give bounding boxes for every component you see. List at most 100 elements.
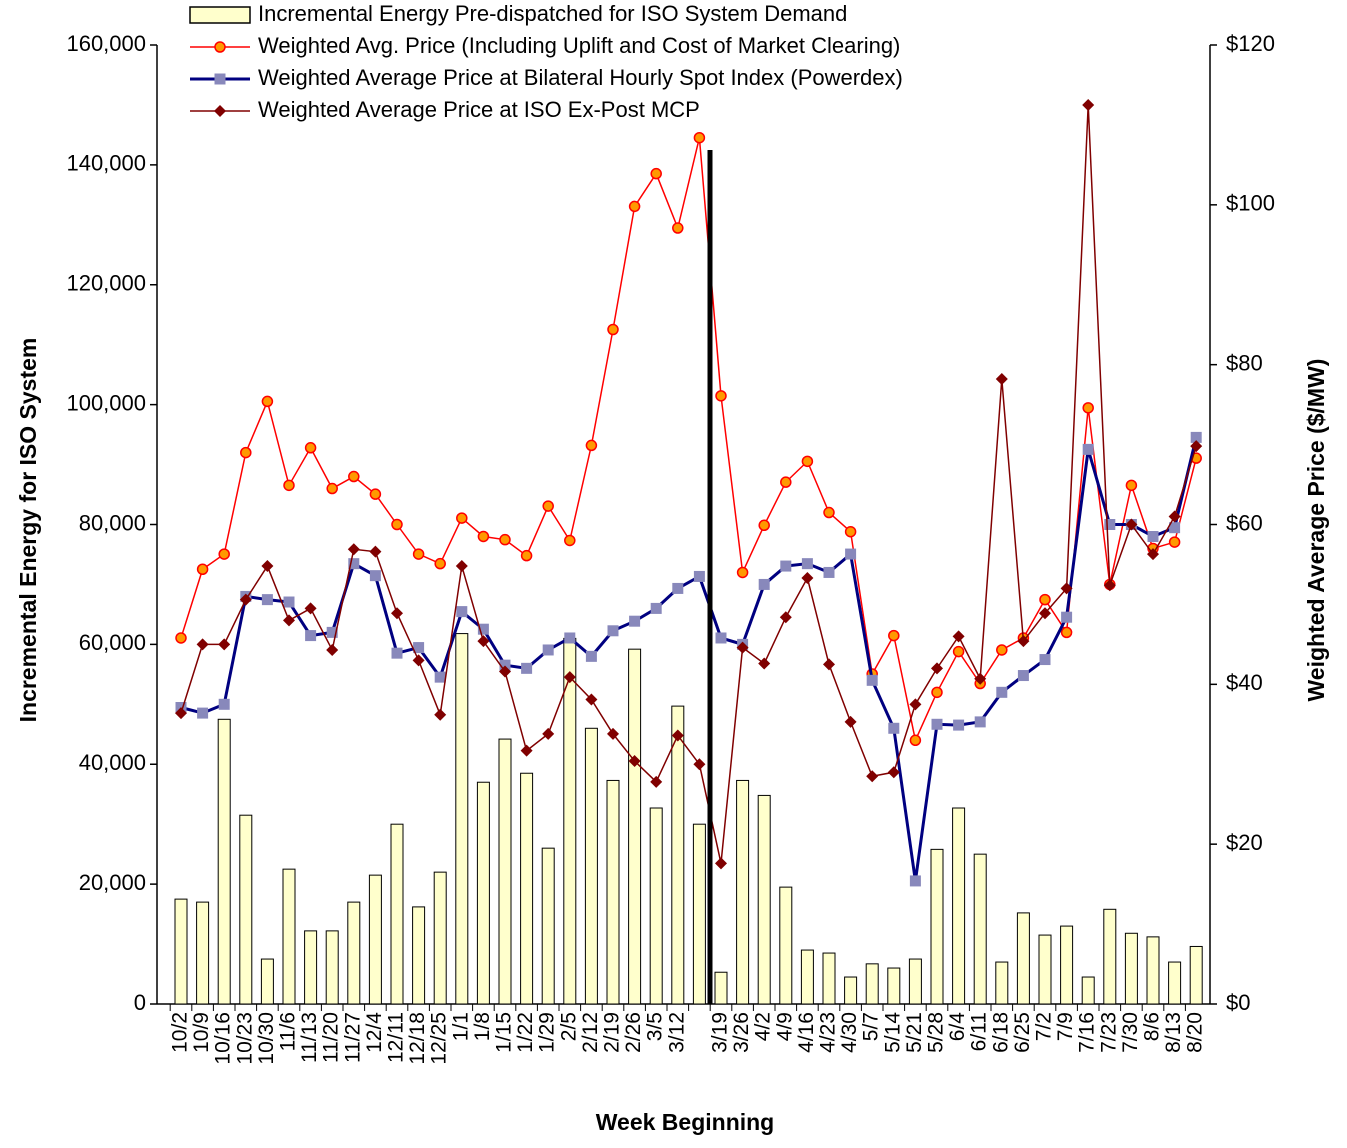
marker [563,671,576,684]
marker [261,395,274,408]
marker [1147,548,1159,561]
bar [563,637,577,1005]
x-tick-label: 1/29 [536,1012,559,1053]
x-tick-label: 8/13 [1162,1012,1185,1053]
marker [455,560,468,573]
marker [845,548,857,560]
marker [585,650,597,662]
x-tick-label: 5/28 [925,1012,948,1053]
x-tick-label: 10/30 [255,1012,278,1065]
marker [844,715,857,728]
marker [736,566,749,579]
bar [649,807,663,1005]
bar [714,971,728,1005]
bar [217,718,231,1005]
x-tick-label: 2/26 [622,1012,645,1053]
x-tick-label: 5/7 [860,1012,883,1041]
marker [607,625,619,637]
marker [672,582,684,594]
x-tick-label: 12/25 [428,1012,451,1065]
bar [779,886,793,1005]
y2-tick-label: $0 [1226,990,1250,1015]
marker [348,470,360,483]
x-tick-label: 6/18 [989,1012,1012,1053]
marker [261,560,274,573]
bar [973,853,987,1005]
bar [239,814,253,1005]
marker [974,672,987,685]
legend-label: Weighted Avg. Price (Including Uplift an… [258,33,900,58]
bar [800,949,814,1005]
bar [390,823,404,1005]
bar [1016,912,1030,1005]
marker [542,727,555,740]
x-tick-label: 12/4 [363,1012,386,1053]
y-tick-label: 140,000 [66,151,146,176]
marker [347,543,360,556]
bar [347,901,361,1005]
marker [1082,98,1095,111]
marker [909,875,921,887]
marker [283,614,295,627]
bar [844,976,858,1005]
marker [499,533,511,546]
marker [434,671,446,683]
x-tick-label: 8/6 [1141,1012,1164,1041]
bar [1124,932,1138,1005]
bar [1038,934,1052,1005]
marker [1168,536,1181,548]
marker [671,729,684,742]
marker [866,770,879,783]
bar [606,779,620,1005]
marker [283,596,295,608]
marker [628,755,641,768]
marker [196,638,209,651]
marker [175,707,187,720]
marker [369,488,382,500]
marker [866,674,878,686]
marker [888,722,900,734]
marker [239,593,252,606]
legend-label: Weighted Average Price at ISO Ex-Post MC… [258,97,700,122]
marker [1082,402,1094,414]
marker [909,698,922,711]
marker [261,594,273,606]
bar [1189,945,1203,1005]
y2-tick-label: $120 [1226,31,1275,56]
bar [952,807,966,1005]
bar [822,952,836,1005]
marker [1168,510,1181,523]
x-tick-label: 3/5 [644,1012,667,1041]
marker [477,635,490,648]
bar [736,779,750,1005]
marker [456,512,468,524]
x-tick-label: 7/2 [1033,1012,1056,1041]
marker [995,373,1008,386]
marker [175,632,187,644]
marker [931,718,943,730]
marker [564,534,576,547]
x-tick-label: 4/2 [752,1012,775,1041]
marker [1060,626,1073,639]
bar [1146,936,1160,1005]
marker [348,558,360,570]
bar [1103,908,1117,1005]
marker [412,548,425,560]
marker [996,644,1008,656]
marker [887,766,900,779]
marker [326,643,339,656]
x-tick-label: 2/12 [579,1012,602,1053]
marker [326,482,338,495]
marker [520,549,533,562]
x-tick-label: 3/12 [665,1012,688,1053]
marker [304,442,317,454]
marker [305,630,317,642]
marker [952,630,965,643]
x-tick-label: 2/5 [557,1012,580,1041]
marker [715,632,727,644]
x-tick-label: 11/20 [320,1012,343,1063]
marker [779,611,792,624]
bar [584,727,598,1005]
